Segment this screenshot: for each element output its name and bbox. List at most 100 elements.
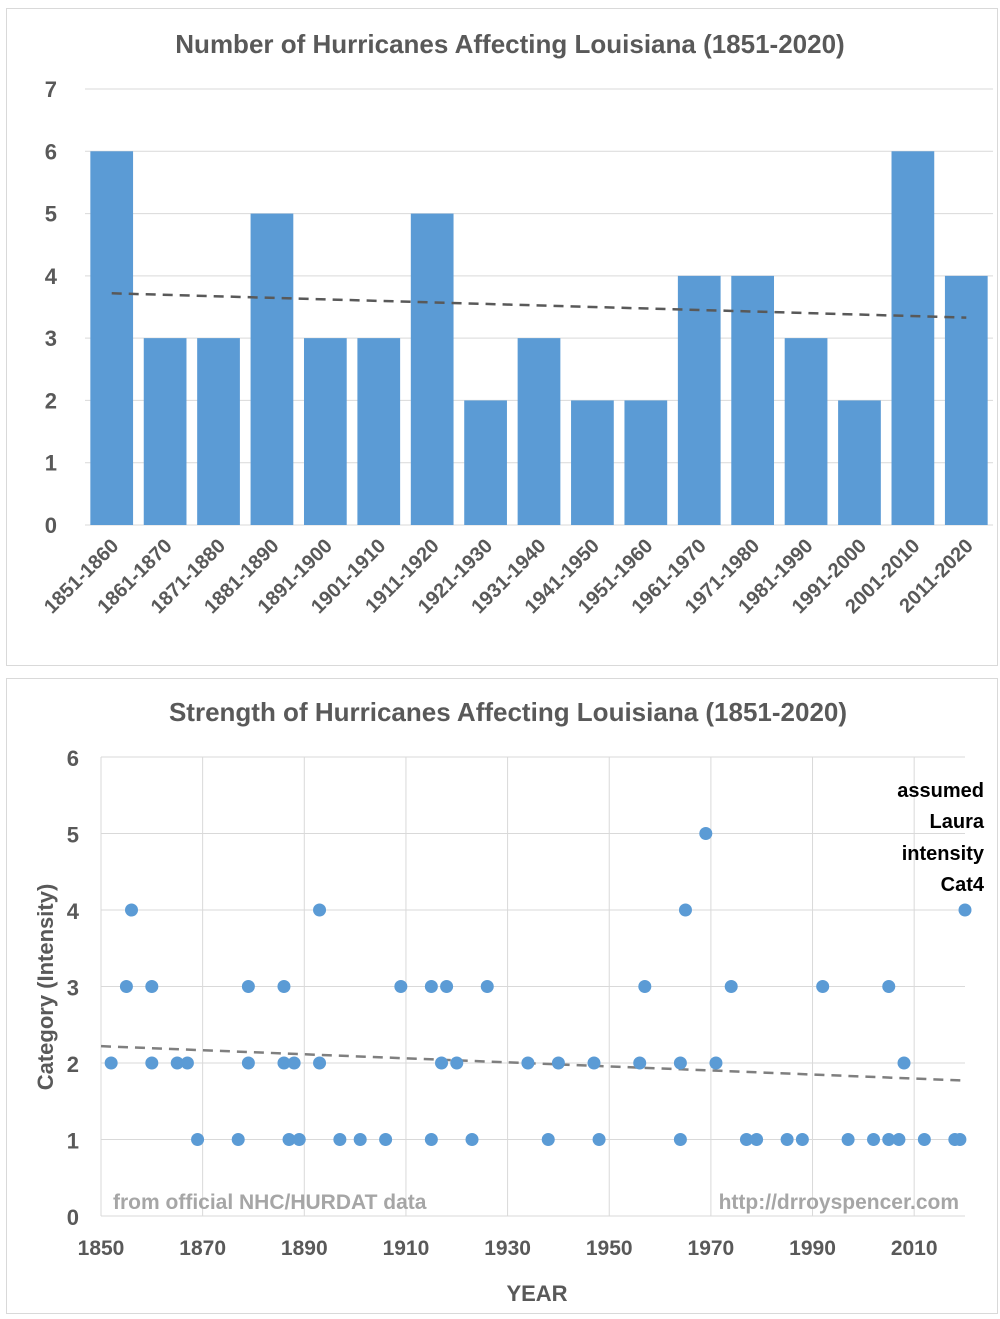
- data-point: [551, 1056, 565, 1070]
- bar: [143, 338, 187, 525]
- data-point: [231, 1133, 245, 1146]
- bar: [303, 338, 347, 525]
- x-tick-label: 1990: [789, 1237, 836, 1260]
- data-point: [282, 1133, 296, 1146]
- data-point: [638, 980, 652, 993]
- bar: [90, 151, 134, 526]
- data-point: [739, 1133, 753, 1146]
- x-tick-label: 1870: [179, 1237, 226, 1260]
- data-point: [892, 1133, 906, 1146]
- data-point: [480, 980, 494, 993]
- bar: [944, 275, 988, 525]
- hurricane-strength-chart-panel: 0 1 2 3 4 5 6 1850 1870 1890 1910 1930 1950 1970 1990 2…: [6, 678, 998, 1314]
- bar: [464, 400, 507, 525]
- bar: [410, 213, 454, 526]
- bar: [891, 151, 935, 526]
- hurricane-count-chart-panel: 0 1 2 3 4 5 6 7 1851-1860 1861-1870 1871-1880 1881-…: [6, 8, 998, 666]
- x-tick-label: 2010: [891, 1237, 938, 1260]
- chart-title: Number of Hurricanes Affecting Louisiana…: [175, 29, 844, 59]
- data-point: [897, 1056, 911, 1070]
- data-point: [882, 1133, 896, 1146]
- bar: [197, 338, 240, 525]
- trendline: [111, 292, 967, 319]
- data-point: [394, 980, 408, 993]
- data-point: [424, 980, 438, 993]
- y-tick-label: 2: [45, 388, 57, 413]
- data-point: [724, 980, 738, 993]
- y-tick-label: 0: [67, 1205, 79, 1230]
- x-tick-label: 1930: [484, 1237, 531, 1260]
- y-tick-label: 6: [45, 139, 57, 164]
- data-point: [917, 1133, 931, 1146]
- data-point: [191, 1133, 205, 1146]
- data-point: [699, 827, 713, 840]
- x-tick-label: 1890: [281, 1237, 328, 1260]
- y-tick-label: 4: [45, 264, 58, 289]
- data-point: [958, 903, 972, 917]
- data-point: [119, 980, 133, 993]
- bar: [677, 275, 721, 525]
- data-point: [104, 1056, 118, 1070]
- data-point: [333, 1133, 347, 1146]
- bar: [731, 275, 775, 525]
- data-point: [353, 1133, 367, 1146]
- bar: [571, 400, 614, 525]
- url-note: http://drroyspencer.com: [719, 1191, 959, 1214]
- data-point: [277, 980, 291, 993]
- y-tick-label: 5: [45, 202, 57, 227]
- data-point: [673, 1133, 687, 1146]
- y-tick-label: 0: [45, 513, 57, 538]
- data-point: [241, 980, 255, 993]
- data-point: [750, 1133, 764, 1146]
- bar: [250, 213, 294, 526]
- data-point: [521, 1056, 535, 1070]
- data-point: [633, 1056, 647, 1070]
- data-point: [313, 1056, 327, 1070]
- data-point: [867, 1133, 881, 1146]
- laura-annotation-line2: Laura: [930, 811, 985, 833]
- data-point: [678, 903, 692, 917]
- data-point: [379, 1133, 393, 1146]
- data-point: [170, 1056, 184, 1070]
- y-tick-label: 1: [45, 451, 57, 476]
- data-point: [587, 1056, 601, 1070]
- data-point: [541, 1133, 555, 1146]
- data-point: [145, 1056, 159, 1070]
- y-tick-label: 4: [67, 899, 80, 924]
- data-point: [180, 1056, 194, 1070]
- bar: [357, 338, 401, 525]
- y-tick-label: 3: [45, 326, 57, 351]
- y-tick-label: 2: [67, 1052, 79, 1077]
- y-tick-label: 1: [67, 1129, 79, 1154]
- bar: [838, 400, 881, 525]
- y-tick-label: 6: [67, 746, 79, 771]
- data-point: [673, 1056, 687, 1070]
- bar: [624, 400, 668, 525]
- data-point: [287, 1056, 301, 1070]
- x-tick-label: 1970: [688, 1237, 735, 1260]
- bar: [517, 338, 561, 525]
- data-point: [882, 980, 896, 993]
- data-point: [953, 1133, 967, 1146]
- chart-title: Strength of Hurricanes Affecting Louisia…: [169, 697, 847, 727]
- data-point: [440, 980, 454, 993]
- source-note: from official NHC/HURDAT data: [113, 1191, 427, 1214]
- data-point: [816, 980, 830, 993]
- data-point: [435, 1056, 449, 1070]
- laura-annotation-line3: intensity: [902, 843, 985, 865]
- x-tick-label: 1910: [383, 1237, 430, 1260]
- data-point: [277, 1056, 291, 1070]
- data-point: [709, 1056, 723, 1070]
- x-axis-label: YEAR: [506, 1281, 567, 1306]
- data-point: [241, 1056, 255, 1070]
- laura-annotation-line4: Cat4: [941, 874, 985, 896]
- data-point: [424, 1133, 438, 1146]
- data-point: [841, 1133, 855, 1146]
- x-tick-label: 1850: [78, 1237, 125, 1260]
- hurricane-strength-chart: 0 1 2 3 4 5 6 1850 1870 1890 1910 1930 1950 1970 1990 2…: [33, 697, 985, 1306]
- data-point: [145, 980, 159, 993]
- bar: [784, 338, 828, 525]
- data-point: [450, 1056, 464, 1070]
- y-axis-label: Category (Intensity): [33, 884, 58, 1091]
- data-point: [592, 1133, 606, 1146]
